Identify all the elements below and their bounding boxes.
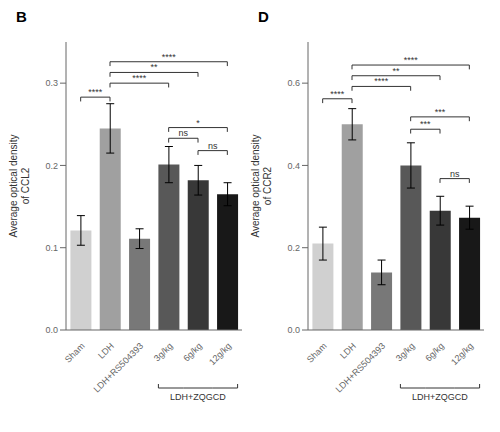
svg-text:****: **** [374,76,389,86]
svg-text:*: * [196,118,200,128]
svg-text:ns: ns [450,169,460,179]
svg-text:***: *** [435,107,446,117]
svg-text:Sham: Sham [305,341,329,365]
svg-text:0.2: 0.2 [45,161,58,171]
svg-text:**: ** [392,66,400,76]
svg-text:LDH: LDH [96,341,116,361]
svg-text:0.4: 0.4 [287,161,300,171]
svg-text:0.3: 0.3 [45,78,58,88]
svg-text:3g/kg: 3g/kg [394,341,417,364]
svg-text:6g/kg: 6g/kg [181,341,204,364]
svg-text:**: ** [150,62,158,72]
svg-text:Average optical densityof CCL2: Average optical densityof CCL2 [8,134,31,237]
html-text:D: D [258,8,269,25]
svg-text:12g/kg: 12g/kg [207,341,233,367]
svg-text:***: *** [420,119,431,129]
svg-text:LDH: LDH [338,341,358,361]
svg-text:LDH+RS504393: LDH+RS504393 [92,341,146,395]
svg-text:Average optical densityof CCR2: Average optical densityof CCR2 [250,134,273,237]
svg-text:0.0: 0.0 [287,325,300,335]
svg-text:LDH+ZQGCD: LDH+ZQGCD [170,392,226,402]
svg-text:3g/kg: 3g/kg [152,341,175,364]
svg-text:12g/kg: 12g/kg [449,341,475,367]
svg-text:ns: ns [208,141,218,151]
svg-text:****: **** [88,87,103,97]
svg-text:ns: ns [179,128,189,138]
svg-text:****: **** [404,55,419,65]
svg-text:6g/kg: 6g/kg [423,341,446,364]
svg-text:LDH+RS504393: LDH+RS504393 [334,341,388,395]
svg-text:0.2: 0.2 [287,243,300,253]
svg-text:****: **** [132,73,147,83]
svg-text:Sham: Sham [63,341,87,365]
svg-text:****: **** [162,52,177,62]
svg-text:0.0: 0.0 [45,325,58,335]
html-text:B: B [16,8,27,25]
svg-text:****: **** [330,89,345,99]
svg-text:LDH+ZQGCD: LDH+ZQGCD [412,392,468,402]
svg-text:0.1: 0.1 [45,243,58,253]
svg-text:0.6: 0.6 [287,78,300,88]
